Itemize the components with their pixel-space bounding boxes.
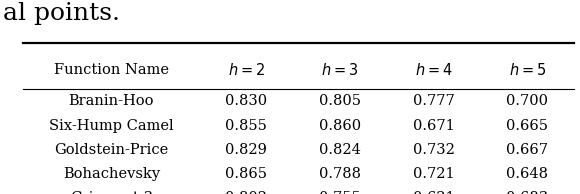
Text: Goldstein-Price: Goldstein-Price [55, 143, 168, 157]
Text: 0.855: 0.855 [226, 119, 267, 133]
Text: al points.: al points. [3, 2, 120, 25]
Text: 0.648: 0.648 [506, 167, 548, 181]
Text: 0.802: 0.802 [226, 191, 267, 194]
Text: $h = 5$: $h = 5$ [509, 62, 546, 78]
Text: Bohachevsky: Bohachevsky [63, 167, 160, 181]
Text: 0.755: 0.755 [319, 191, 361, 194]
Text: 0.721: 0.721 [413, 167, 455, 181]
Text: 0.830: 0.830 [225, 94, 267, 108]
Text: 0.671: 0.671 [413, 119, 455, 133]
Text: $h = 4$: $h = 4$ [415, 62, 452, 78]
Text: Six-Hump Camel: Six-Hump Camel [49, 119, 173, 133]
Text: 0.860: 0.860 [319, 119, 361, 133]
Text: $h = 2$: $h = 2$ [228, 62, 265, 78]
Text: 0.732: 0.732 [413, 143, 455, 157]
Text: 0.824: 0.824 [319, 143, 361, 157]
Text: 0.829: 0.829 [226, 143, 267, 157]
Text: Griewant-3: Griewant-3 [70, 191, 153, 194]
Text: 0.777: 0.777 [413, 94, 455, 108]
Text: 0.667: 0.667 [506, 143, 548, 157]
Text: 0.683: 0.683 [506, 191, 549, 194]
Text: 0.788: 0.788 [319, 167, 361, 181]
Text: 0.700: 0.700 [506, 94, 548, 108]
Text: 0.665: 0.665 [506, 119, 548, 133]
Text: 0.621: 0.621 [413, 191, 455, 194]
Text: Branin-Hoo: Branin-Hoo [68, 94, 154, 108]
Text: Function Name: Function Name [54, 63, 169, 77]
Text: 0.805: 0.805 [319, 94, 361, 108]
Text: $h = 3$: $h = 3$ [321, 62, 358, 78]
Text: 0.865: 0.865 [226, 167, 267, 181]
